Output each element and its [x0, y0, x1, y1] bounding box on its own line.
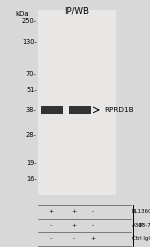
Text: 19-: 19- [26, 160, 37, 166]
Text: 16-: 16- [26, 176, 37, 182]
Text: 28-: 28- [26, 132, 37, 138]
Text: +: + [48, 209, 54, 214]
Text: -: - [50, 236, 52, 242]
Text: +: + [71, 209, 76, 214]
Text: RPRD1B: RPRD1B [104, 107, 134, 113]
Text: 51-: 51- [26, 87, 37, 93]
Text: +: + [90, 236, 96, 242]
Text: A303-782A: A303-782A [132, 223, 150, 228]
Text: IP: IP [138, 223, 144, 228]
Bar [38, 10, 116, 195]
Text: -: - [92, 223, 94, 228]
Text: 250-: 250- [22, 18, 37, 24]
Text: kDa: kDa [15, 11, 29, 17]
Text: -: - [72, 236, 75, 242]
Text: 70-: 70- [26, 71, 37, 77]
Bar [41, 106, 63, 114]
Text: -: - [50, 223, 52, 228]
Text: +: + [71, 223, 76, 228]
Text: 38-: 38- [26, 107, 37, 113]
Text: Ctrl IgG: Ctrl IgG [132, 236, 150, 242]
Text: 130-: 130- [22, 39, 37, 45]
Text: -: - [92, 209, 94, 214]
Bar [69, 106, 91, 114]
Text: IP/WB: IP/WB [64, 6, 89, 15]
Text: BL13606: BL13606 [132, 209, 150, 214]
